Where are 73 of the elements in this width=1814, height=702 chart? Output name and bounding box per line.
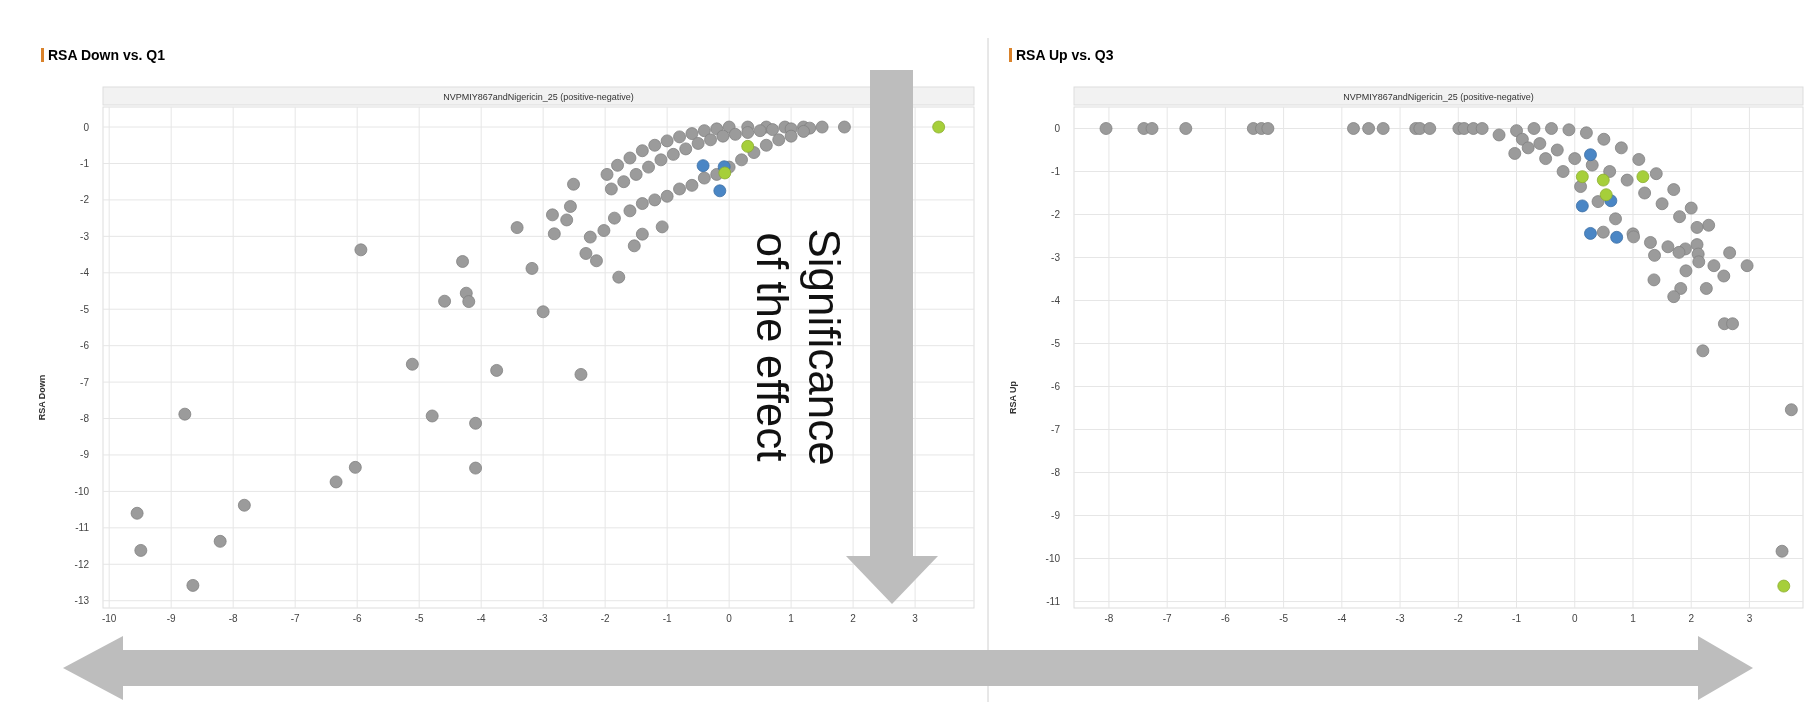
y-tick-label: 0 (1054, 123, 1061, 134)
y-tick-label: -3 (80, 230, 90, 242)
y-tick-label: -7 (1051, 424, 1061, 436)
x-tick-label: -3 (538, 613, 549, 624)
x-tick-label: 3 (1746, 613, 1753, 624)
x-tick-label: -7 (1162, 613, 1173, 624)
point (1575, 170, 1589, 184)
point (1584, 148, 1597, 162)
y-tick-label: -1 (80, 157, 90, 169)
y-tick-label: -5 (1051, 338, 1061, 350)
y-tick-label: -3 (1051, 252, 1061, 264)
x-tick-label: -7 (290, 613, 301, 624)
chart-title: RSA Up vs. Q3 (1016, 47, 1114, 63)
x-tick-label: -5 (414, 613, 425, 624)
x-tick-label: -2 (600, 613, 611, 624)
x-tick-label: -8 (228, 613, 239, 624)
y-tick-label: -9 (80, 449, 90, 461)
y-tick-label: -2 (1051, 209, 1061, 221)
point (696, 159, 710, 173)
annotation: Significance of the effect (747, 228, 849, 466)
chart-subtitle: NVPMIY867andNigericin_25 (positive-negative) (443, 92, 634, 102)
y-tick-label: -11 (75, 522, 90, 534)
point (1575, 199, 1589, 213)
point (932, 120, 946, 134)
x-tick-label: -3 (1395, 613, 1405, 624)
x-tick-label: -10 (101, 613, 117, 624)
x-tick-label: -8 (1104, 613, 1114, 624)
point (1610, 230, 1624, 244)
point (1636, 170, 1650, 184)
point (718, 166, 732, 180)
x-tick-label: -9 (166, 613, 177, 624)
y-tick-label: -10 (1045, 553, 1061, 565)
x-tick-label: 2 (1688, 613, 1695, 624)
y-tick-label: -6 (80, 340, 90, 352)
x-tick-label: 2 (850, 613, 857, 624)
x-tick-label: 1 (1630, 613, 1637, 624)
y-tick-label: -10 (74, 485, 90, 497)
y-tick-label: -9 (1051, 510, 1061, 522)
y-tick-label: -2 (80, 194, 90, 206)
y-axis-title: RSA Up (1008, 380, 1018, 415)
x-tick-label: -5 (1279, 613, 1289, 624)
chart-subtitle: NVPMIY867andNigericin_25 (positive-negative) (1343, 92, 1534, 102)
y-tick-label: 0 (83, 121, 90, 133)
y-tick-label: -12 (74, 558, 90, 570)
x-tick-label: -6 (1220, 613, 1231, 624)
x-tick-label: -4 (1337, 613, 1347, 624)
x-tick-label: -2 (1453, 613, 1464, 624)
y-tick-label: -1 (1051, 166, 1061, 178)
y-tick-label: -7 (80, 376, 90, 388)
y-tick-label: -11 (1046, 596, 1061, 608)
y-tick-label: -13 (74, 595, 90, 607)
y-tick-label: -6 (1051, 381, 1061, 393)
y-axis-title: RSA Down (37, 374, 47, 421)
point (1599, 188, 1613, 202)
y-tick-label: -8 (1051, 467, 1061, 479)
point (1584, 227, 1597, 240)
x-tick-label: 0 (1571, 613, 1578, 624)
x-tick-label: 1 (788, 613, 795, 624)
x-tick-label: -6 (352, 613, 363, 624)
x-tick-label: 3 (912, 613, 919, 624)
y-tick-label: -4 (80, 267, 90, 279)
y-tick-label: -8 (80, 413, 90, 425)
point (1596, 173, 1610, 187)
x-tick-label: 0 (726, 613, 733, 624)
chart-title: RSA Down vs. Q1 (48, 47, 166, 63)
y-tick-label: -4 (1051, 295, 1061, 307)
x-tick-label: -1 (1512, 613, 1522, 624)
point (713, 184, 727, 198)
y-tick-label: -5 (80, 303, 90, 315)
x-tick-label: -1 (662, 613, 673, 624)
point (741, 139, 755, 153)
point (1777, 579, 1791, 593)
x-tick-label: -4 (476, 613, 487, 624)
